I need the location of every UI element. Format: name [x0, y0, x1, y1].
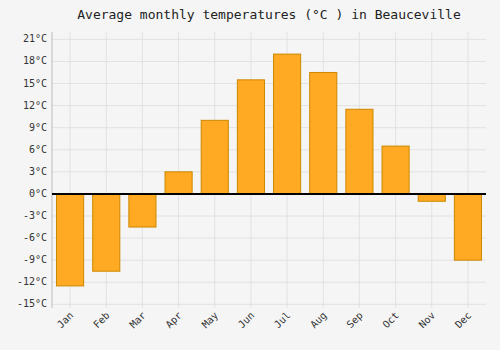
x-tick-label: May [200, 310, 221, 331]
x-tick-label: Aug [308, 310, 329, 331]
bar [165, 172, 192, 194]
x-grid-line [142, 32, 143, 308]
x-tick-label: Feb [91, 310, 112, 331]
y-grid-line [52, 127, 486, 128]
y-tick-label: 12°C [23, 100, 47, 111]
zero-line [52, 193, 486, 195]
bar [57, 194, 84, 286]
x-tick-label: Oct [380, 310, 401, 331]
y-tick-label: -12°C [17, 276, 47, 287]
x-tick-label: Nov [417, 310, 438, 331]
x-tick-labels: Jan Feb Mar Apr May Jun Jul Aug Sep Oct Nov Dec [55, 310, 473, 331]
y-tick-label: 18°C [23, 55, 47, 66]
grid [52, 32, 486, 308]
x-grid-line [178, 32, 179, 308]
y-tick-label: -3°C [23, 210, 47, 221]
y-tick-label: 0°C [29, 188, 47, 199]
x-tick-label: Mar [127, 310, 148, 331]
bar [346, 109, 373, 194]
bars [52, 54, 486, 286]
y-grid-line [52, 105, 486, 106]
x-tick-label: Apr [163, 310, 184, 331]
x-tick-label: Jul [272, 310, 293, 331]
y-tick-label: 9°C [29, 122, 47, 133]
y-grid-line [52, 149, 486, 150]
x-grid-line [467, 32, 468, 308]
x-tick-label: Jun [236, 310, 257, 331]
y-grid-line [52, 304, 486, 305]
chart-container: -15°C -12°C -9°C -6°C -3°C 0°C 3°C 6°C 9°C 12°C 15… [0, 0, 500, 350]
bar [201, 120, 228, 194]
bar [310, 72, 337, 193]
bar [274, 54, 301, 194]
y-grid-line [52, 61, 486, 62]
title: Average monthly temperatures (°C ) in Be… [77, 7, 461, 22]
y-tick-label: -15°C [17, 298, 47, 309]
bar [93, 194, 120, 271]
x-tick-label: Sep [344, 310, 365, 331]
y-tick-label: -9°C [23, 254, 47, 265]
y-tick-label: 15°C [23, 78, 47, 89]
x-tick-label: Dec [453, 310, 474, 331]
bar [454, 194, 481, 260]
bar [237, 80, 264, 194]
bar [418, 194, 445, 201]
y-grid-line [52, 282, 486, 283]
y-grid-line [52, 171, 486, 172]
y-axis-line [52, 32, 53, 308]
bar [382, 146, 409, 194]
y-tick-label: 3°C [29, 166, 47, 177]
y-tick-labels: -15°C -12°C -9°C -6°C -3°C 0°C 3°C 6°C 9°C 12°C 15… [17, 33, 47, 309]
y-tick-label: -6°C [23, 232, 47, 243]
y-grid-line [52, 193, 486, 194]
y-grid-line [52, 83, 486, 84]
y-tick-label: 6°C [29, 144, 47, 155]
x-grid-line [431, 32, 432, 308]
bar [129, 194, 156, 227]
chart: -15°C -12°C -9°C -6°C -3°C 0°C 3°C 6°C 9°C 12°C 15… [0, 0, 500, 350]
y-grid-line [52, 39, 486, 40]
x-tick-label: Jan [55, 310, 76, 331]
y-tick-label: 21°C [23, 33, 47, 44]
background [0, 0, 500, 350]
